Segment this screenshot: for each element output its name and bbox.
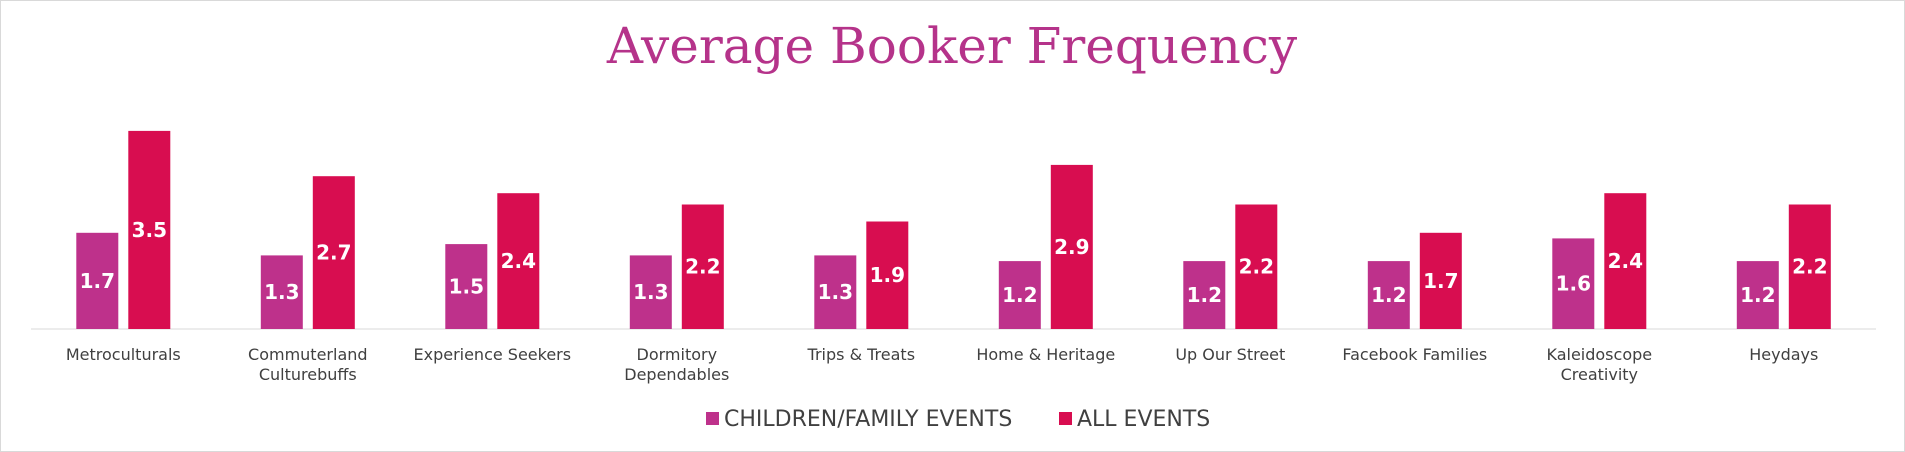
data-label: 1.3 (818, 280, 853, 304)
bar-all-events (128, 130, 171, 329)
data-label: 1.2 (1740, 283, 1775, 307)
legend-swatch-children-family (706, 412, 719, 425)
legend-swatch-all-events (1059, 412, 1072, 425)
data-label: 1.3 (633, 280, 668, 304)
data-label: 3.5 (132, 218, 167, 242)
data-label: 2.7 (316, 241, 351, 265)
data-label: 1.2 (1002, 283, 1037, 307)
bar-children-family (260, 255, 303, 329)
data-label: 2.2 (1792, 255, 1827, 279)
category-label: Home & Heritage (976, 345, 1115, 364)
bar-all-events (1788, 204, 1831, 329)
data-label: 1.2 (1187, 283, 1222, 307)
data-label: 1.7 (80, 269, 115, 293)
category-label: Metroculturals (66, 345, 181, 364)
bar-all-events (866, 221, 909, 329)
bar-all-events (1050, 164, 1093, 329)
bar-children-family (1552, 238, 1595, 329)
bar-children-family (998, 261, 1041, 329)
bar-all-events (497, 193, 540, 329)
category-labels: Metroculturals Commuterland Culturebuffs Ex… (66, 345, 1819, 384)
legend-label-all-events: ALL EVENTS (1077, 407, 1210, 432)
bar-all-events (1419, 232, 1462, 329)
bar-all-events (1235, 204, 1278, 329)
bar-children-family (814, 255, 857, 329)
category-label: Trips & Treats (807, 345, 916, 364)
bar-children-family (629, 255, 672, 329)
data-label: 1.2 (1371, 283, 1406, 307)
category-label: Heydays (1749, 345, 1818, 364)
category-label: Commuterland Culturebuffs (248, 345, 368, 384)
data-label: 1.3 (264, 280, 299, 304)
category-label: Up Our Street (1175, 345, 1285, 364)
data-label: 1.7 (1423, 269, 1458, 293)
bars-group: 1.7 3.5 1.3 2.7 1.5 2.4 1.3 2.2 1.3 1.9 1.2 2.9 1.2 2… (76, 130, 1831, 329)
bar-children-family (76, 232, 119, 329)
data-label: 2.4 (501, 249, 536, 273)
data-label: 1.6 (1556, 272, 1591, 296)
bar-all-events (1604, 193, 1647, 329)
bar-all-events (681, 204, 724, 329)
bar-all-events (312, 176, 355, 329)
category-label: Kaleidoscope Creativity (1546, 345, 1652, 384)
category-label: Experience Seekers (413, 345, 571, 364)
bar-children-family (1367, 261, 1410, 329)
category-label: Facebook Families (1342, 345, 1487, 364)
data-label: 2.2 (1239, 255, 1274, 279)
category-label: Dormitory Dependables (624, 345, 729, 384)
chart-title: Average Booker Frequency (606, 17, 1298, 75)
data-label: 1.9 (870, 263, 905, 287)
data-label: 2.9 (1054, 235, 1089, 259)
legend-label-children-family: CHILDREN/FAMILY EVENTS (724, 407, 1012, 432)
bar-children-family (445, 244, 488, 329)
data-label: 1.5 (449, 275, 484, 299)
data-label: 2.2 (685, 255, 720, 279)
bar-children-family (1183, 261, 1226, 329)
data-label: 2.4 (1608, 249, 1643, 273)
legend: CHILDREN/FAMILY EVENTS ALL EVENTS (706, 407, 1210, 432)
bar-children-family (1736, 261, 1779, 329)
